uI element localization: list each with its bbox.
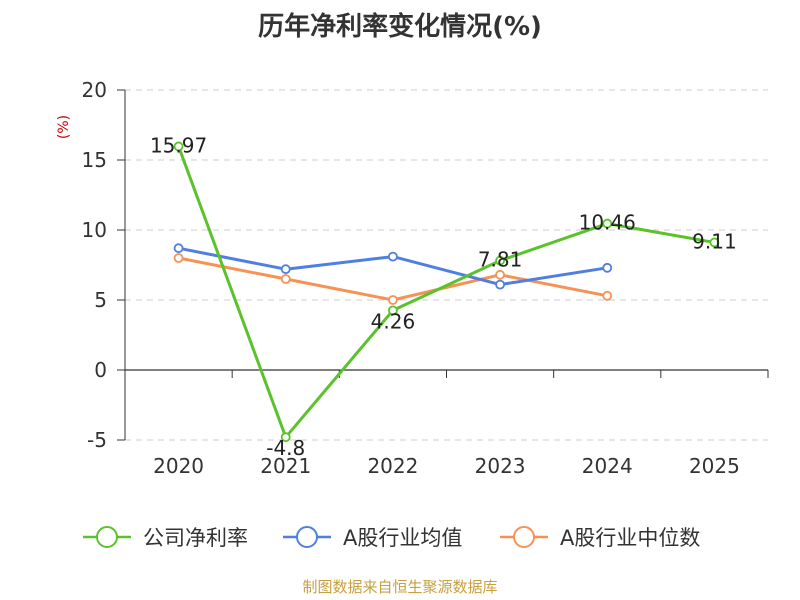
data-label: 10.46 (579, 211, 636, 235)
data-label: 4.26 (371, 309, 416, 333)
legend-label: A股行业均值 (343, 526, 462, 550)
data-label: 15.97 (150, 133, 207, 157)
x-tick-label: 2021 (260, 454, 311, 478)
data-point (280, 432, 291, 443)
y-tick-label: 5 (94, 288, 107, 312)
y-tick-label: 15 (82, 148, 107, 172)
data-point (173, 243, 184, 254)
legend-item[interactable]: 公司净利率 (83, 526, 248, 550)
grid-lines (125, 89, 768, 441)
legend-label: 公司净利率 (143, 526, 248, 550)
data-label: -4.8 (266, 436, 305, 460)
y-tick-label: 10 (82, 218, 107, 242)
series-lines (173, 141, 720, 443)
legend-item[interactable]: A股行业均值 (283, 526, 462, 550)
x-tick-label: 2023 (475, 454, 526, 478)
data-point (388, 305, 398, 316)
y-tick-label: -5 (87, 428, 107, 452)
data-point (388, 251, 398, 262)
data-labels: 15.97 -4.8 4.26 7.81 10.46 9.11 (150, 133, 737, 460)
data-label: 7.81 (478, 248, 523, 272)
data-point (280, 264, 291, 275)
source-note: 制图数据来自恒生聚源数据库 (302, 578, 498, 596)
data-label: 9.11 (692, 229, 737, 253)
data-point (495, 269, 505, 280)
series-line (177, 145, 715, 439)
x-tick-label: 2020 (153, 454, 204, 478)
y-tick-label: 20 (82, 78, 107, 102)
legend-marker (296, 526, 318, 548)
data-point (602, 218, 613, 229)
legend[interactable]: 公司净利率 A股行业均值 A股行业中位数 (83, 526, 700, 550)
data-point (709, 237, 720, 248)
y-tick-label: 0 (94, 358, 107, 382)
legend-marker (96, 526, 118, 548)
data-point (388, 295, 398, 305)
legend-item[interactable]: A股行业中位数 (500, 526, 700, 550)
data-point (602, 290, 613, 301)
x-tick-label: 2022 (367, 454, 418, 478)
data-point (173, 253, 184, 263)
data-point (602, 262, 613, 273)
x-tick-label: 2025 (689, 454, 740, 478)
chart-title: 历年净利率变化情况(%) (258, 12, 542, 42)
data-point (280, 274, 291, 284)
y-axis-unit: (%) (56, 115, 72, 139)
legend-marker (513, 526, 535, 548)
x-tick-label: 2024 (582, 454, 633, 478)
data-point (173, 141, 184, 152)
data-point (495, 279, 505, 290)
data-point (495, 255, 505, 266)
legend-label: A股行业中位数 (560, 526, 700, 550)
